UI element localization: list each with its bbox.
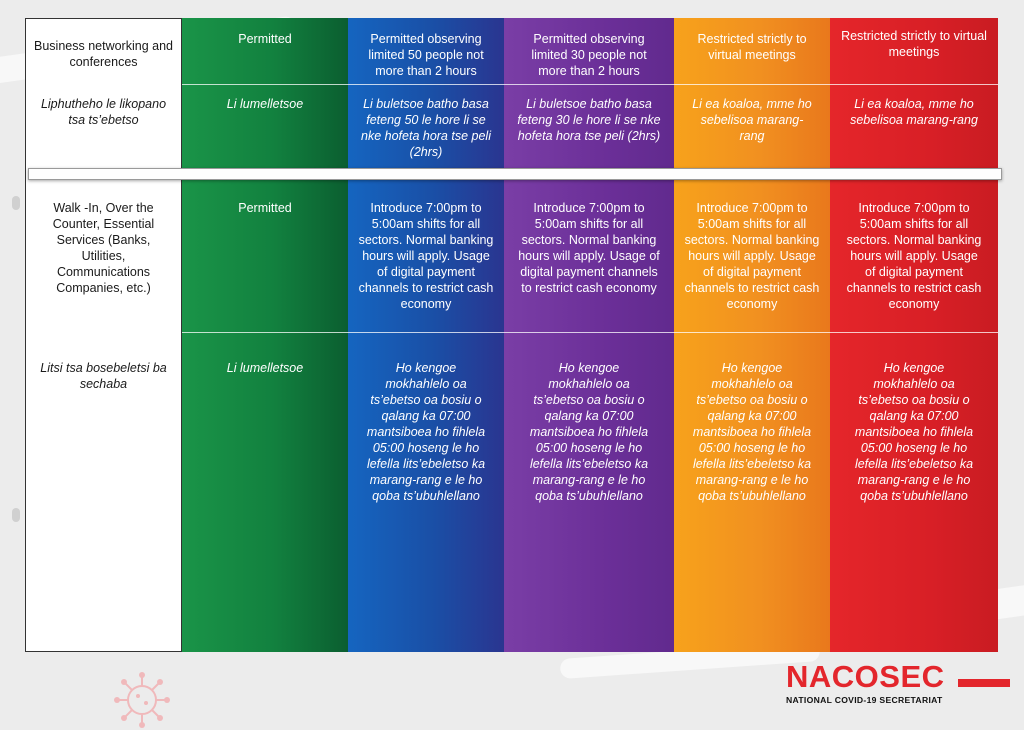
cell-green: Li lumelletsoe	[226, 97, 304, 111]
cell-orange: Ho kengoe mokhahlelo oa ts’ebetso oa bos…	[692, 361, 812, 503]
decorative-dot	[12, 508, 20, 522]
logo-subtitle: NATIONAL COVID-19 SECRETARIAT	[786, 695, 943, 705]
row-label-litsi-tsa-bosebeletsi: Litsi tsa bosebeletsi ba sechaba	[40, 361, 167, 391]
cell-red: Restricted strictly to virtual meetings	[841, 29, 987, 59]
cell-purple: Permitted observing limited 30 people no…	[531, 32, 647, 78]
decorative-dot	[12, 196, 20, 210]
row-label-business-networking: Business networking and conferences	[34, 39, 173, 69]
cell-orange: Restricted strictly to virtual meetings	[697, 32, 807, 62]
cell-blue: Li buletsoe batho basa feteng 50 le hore…	[361, 97, 491, 159]
row-label-panel	[25, 18, 182, 652]
cell-green: Permitted	[238, 32, 292, 46]
logo-accent-bar	[958, 679, 1010, 687]
cell-blue: Ho kengoe mokhahlelo oa ts’ebetso oa bos…	[366, 361, 486, 503]
cell-red: Ho kengoe mokhahlelo oa ts’ebetso oa bos…	[854, 361, 974, 503]
cell-blue: Introduce 7:00pm to 5:00am shifts for al…	[358, 201, 494, 311]
level-column-red	[830, 18, 998, 652]
cell-green: Permitted	[238, 201, 292, 215]
nacosec-logo: NACOSEC NATIONAL COVID-19 SECRETARIAT	[786, 659, 1016, 712]
row-label-walk-in-services: Walk -In, Over the Counter, Essential Se…	[52, 201, 155, 295]
row-divider	[182, 84, 998, 85]
row-divider	[182, 332, 998, 333]
cell-orange: Li ea koaloa, mme ho sebelisoa marang-ra…	[692, 97, 812, 143]
cell-purple: Li buletsoe batho basa feteng 30 le hore…	[517, 97, 661, 143]
level-column-blue	[348, 18, 504, 652]
level-column-purple	[504, 18, 674, 652]
row-label-liphutheho: Liphutheho le likopano tsa ts’ebetso	[40, 97, 167, 127]
cell-red: Introduce 7:00pm to 5:00am shifts for al…	[846, 201, 982, 311]
virus-icon	[114, 672, 170, 728]
cell-green: Li lumelletsoe	[226, 361, 304, 375]
cell-purple: Introduce 7:00pm to 5:00am shifts for al…	[518, 201, 660, 295]
cell-blue: Permitted observing limited 50 people no…	[368, 32, 484, 78]
logo-wordmark: NACOSEC	[786, 659, 945, 694]
level-column-orange	[674, 18, 830, 652]
level-column-green	[182, 18, 348, 652]
cell-purple: Ho kengoe mokhahlelo oa ts’ebetso oa bos…	[529, 361, 649, 503]
cell-orange: Introduce 7:00pm to 5:00am shifts for al…	[684, 201, 820, 311]
section-separator	[28, 168, 1002, 180]
cell-red: Li ea koaloa, mme ho sebelisoa marang-ra…	[850, 97, 978, 127]
